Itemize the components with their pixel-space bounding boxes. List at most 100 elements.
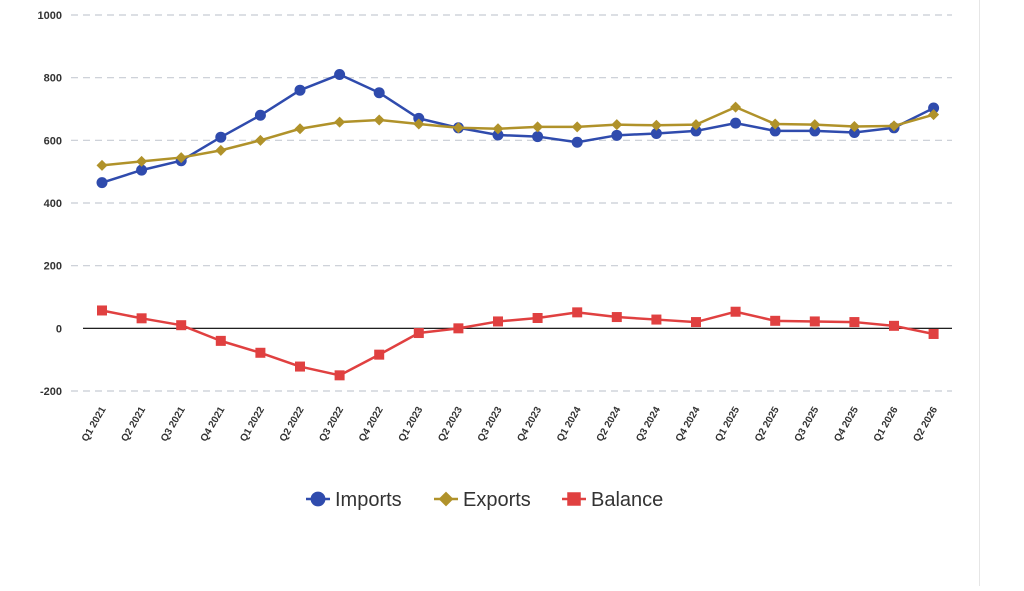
x-tick-label: Q2 2024 (595, 405, 624, 444)
legend-item-exports[interactable]: Exports (434, 489, 531, 511)
y-tick-label: 0 (56, 323, 62, 335)
imports-point (373, 87, 385, 99)
imports-series (96, 69, 940, 189)
x-tick-label: Q4 2022 (357, 405, 386, 444)
x-tick-label: Q2 2025 (753, 405, 782, 444)
balance-point (611, 312, 622, 323)
legend-label: Balance (591, 489, 663, 511)
balance-point (255, 347, 266, 358)
balance-point (453, 323, 464, 334)
legend[interactable]: Imports Exports Balance (306, 489, 663, 511)
exports-series (96, 101, 940, 171)
exports-point (452, 122, 464, 134)
x-tick-label: Q3 2021 (159, 405, 188, 444)
balance-point (532, 312, 543, 323)
x-axis-tick-labels: Q1 2021 Q2 2021 Q3 2021 Q4 2021 Q1 2022 Q2 20… (80, 405, 941, 444)
imports-point (294, 84, 306, 96)
imports-point (215, 131, 227, 143)
imports-point (413, 112, 425, 124)
balance-point (215, 335, 226, 346)
imports-point (730, 117, 742, 129)
balance-point (928, 328, 939, 339)
y-tick-label: 200 (44, 261, 62, 273)
x-tick-label: Q1 2024 (555, 405, 584, 444)
balance-point (770, 315, 781, 326)
x-tick-label: Q2 2026 (911, 405, 940, 444)
exports-point (611, 119, 623, 131)
imports-point (254, 109, 266, 121)
imports-point (848, 127, 860, 138)
balance-point (413, 328, 424, 339)
x-tick-label: Q4 2021 (199, 405, 228, 444)
x-tick-label: Q4 2025 (832, 405, 861, 444)
legend-marker (438, 491, 454, 507)
imports-point (532, 131, 544, 143)
y-tick-label: 1000 (38, 10, 62, 22)
x-tick-label: Q1 2021 (80, 405, 109, 444)
x-tick-label: Q3 2023 (476, 405, 505, 444)
y-tick-label: -200 (40, 386, 62, 398)
exports-point (848, 121, 860, 133)
legend-label: Exports (463, 489, 531, 511)
balance-point (136, 313, 147, 324)
exports-point (413, 118, 425, 130)
balance-point (809, 316, 820, 327)
imports-point (571, 136, 583, 148)
legend-item-imports[interactable]: Imports (306, 489, 402, 511)
x-tick-label: Q1 2025 (713, 405, 742, 444)
series-lines (96, 69, 940, 381)
balance-point (295, 361, 305, 372)
imports-point (690, 125, 702, 137)
exports-point (136, 155, 148, 167)
balance-point (374, 349, 385, 360)
exports-point (928, 109, 940, 121)
exports-point (254, 134, 266, 146)
x-tick-label: Q2 2022 (278, 405, 307, 444)
exports-point (730, 101, 742, 113)
exports-point (215, 144, 227, 156)
balance-point (651, 314, 662, 325)
balance-point (176, 320, 187, 331)
x-tick-label: Q1 2026 (872, 405, 901, 444)
y-axis-tick-labels: -200 0 200 400 600 800 1000 (38, 10, 62, 398)
x-tick-label: Q2 2021 (119, 405, 148, 444)
balance-point (572, 307, 583, 318)
exports-point (175, 152, 187, 164)
legend-label: Imports (335, 489, 402, 511)
exports-point (334, 116, 346, 128)
balance-point (691, 317, 701, 328)
balance-point (849, 317, 860, 328)
imports-point (96, 177, 108, 189)
exports-point (650, 119, 662, 131)
imports-point (492, 129, 504, 141)
y-tick-label: 800 (44, 73, 62, 85)
panel-divider (979, 0, 980, 586)
y-tick-label: 600 (44, 135, 62, 147)
exports-point (809, 119, 821, 131)
x-tick-label: Q4 2024 (674, 405, 703, 444)
imports-point (334, 69, 346, 81)
exports-point (294, 123, 306, 135)
x-tick-label: Q3 2022 (317, 405, 346, 444)
balance-series (97, 305, 939, 381)
balance-line (101, 309, 934, 377)
x-tick-label: Q1 2023 (397, 405, 426, 444)
x-tick-label: Q1 2022 (238, 405, 267, 444)
y-tick-label: 400 (44, 198, 62, 210)
x-tick-label: Q2 2023 (436, 405, 465, 444)
imports-point (136, 164, 148, 176)
balance-point (334, 370, 345, 381)
imports-point (809, 125, 821, 137)
exports-point (888, 120, 900, 132)
exports-point (769, 118, 781, 130)
imports-point (928, 102, 940, 114)
legend-item-balance[interactable]: Balance (562, 489, 663, 511)
imports-point (650, 127, 662, 139)
legend-marker (310, 491, 326, 507)
exports-point (690, 119, 702, 131)
legend-marker (567, 492, 581, 506)
imports-point (769, 125, 781, 137)
imports-line (101, 73, 935, 184)
